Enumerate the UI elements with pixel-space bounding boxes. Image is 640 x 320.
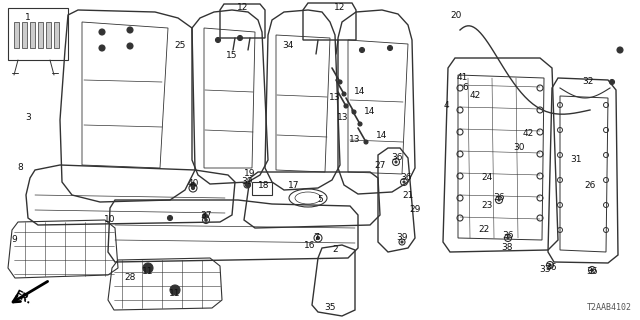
Text: 27: 27 xyxy=(374,161,386,170)
Text: 17: 17 xyxy=(288,180,300,189)
Circle shape xyxy=(202,213,207,219)
Polygon shape xyxy=(38,22,43,48)
Text: 42: 42 xyxy=(522,129,534,138)
Text: 41: 41 xyxy=(456,74,468,83)
Circle shape xyxy=(338,80,342,84)
Text: 30: 30 xyxy=(513,143,525,153)
Circle shape xyxy=(507,237,509,239)
Text: 36: 36 xyxy=(586,268,598,276)
Text: 39: 39 xyxy=(241,178,253,187)
Circle shape xyxy=(403,181,405,183)
Circle shape xyxy=(342,92,346,96)
Text: 40: 40 xyxy=(188,179,198,188)
Circle shape xyxy=(401,241,403,243)
Text: 12: 12 xyxy=(237,4,249,12)
Text: 13: 13 xyxy=(337,114,349,123)
Text: 29: 29 xyxy=(410,205,420,214)
Text: 32: 32 xyxy=(582,77,594,86)
Polygon shape xyxy=(46,22,51,48)
Text: 8: 8 xyxy=(17,164,23,172)
Text: 21: 21 xyxy=(403,190,413,199)
Text: 36: 36 xyxy=(502,230,514,239)
Polygon shape xyxy=(14,22,19,48)
Text: 14: 14 xyxy=(364,108,376,116)
Circle shape xyxy=(191,187,195,189)
Circle shape xyxy=(317,236,319,239)
Text: 16: 16 xyxy=(304,241,316,250)
Text: 15: 15 xyxy=(227,51,237,60)
Text: 28: 28 xyxy=(124,274,136,283)
Circle shape xyxy=(591,269,593,271)
Text: 19: 19 xyxy=(244,169,256,178)
Text: 2: 2 xyxy=(332,245,338,254)
Text: 14: 14 xyxy=(376,132,388,140)
Text: 10: 10 xyxy=(104,215,116,225)
Text: 42: 42 xyxy=(469,91,481,100)
Text: 36: 36 xyxy=(493,194,505,203)
Text: 9: 9 xyxy=(11,236,17,244)
Text: 11: 11 xyxy=(169,289,180,298)
Text: 1: 1 xyxy=(25,13,31,22)
Circle shape xyxy=(237,36,243,41)
Text: 37: 37 xyxy=(200,212,212,220)
Text: FR.: FR. xyxy=(12,289,32,307)
Text: 14: 14 xyxy=(355,87,365,97)
Polygon shape xyxy=(22,22,27,48)
Circle shape xyxy=(364,140,368,144)
Circle shape xyxy=(246,182,250,188)
Text: 7: 7 xyxy=(313,233,319,242)
Text: 31: 31 xyxy=(570,156,582,164)
Text: 13: 13 xyxy=(329,93,340,102)
Circle shape xyxy=(352,110,356,114)
Text: 25: 25 xyxy=(174,41,186,50)
Circle shape xyxy=(205,219,207,221)
Text: 36: 36 xyxy=(545,263,557,273)
Text: 36: 36 xyxy=(400,173,412,182)
Text: 22: 22 xyxy=(478,226,490,235)
Text: 20: 20 xyxy=(451,11,461,20)
Text: 33: 33 xyxy=(540,266,551,275)
Text: 39: 39 xyxy=(396,234,408,243)
Text: 38: 38 xyxy=(501,244,513,252)
Text: 13: 13 xyxy=(349,135,361,145)
Polygon shape xyxy=(54,22,59,48)
Circle shape xyxy=(549,264,551,266)
Circle shape xyxy=(246,184,248,186)
Text: T2AAB4102: T2AAB4102 xyxy=(587,303,632,312)
Circle shape xyxy=(498,199,500,201)
Text: 26: 26 xyxy=(584,180,596,189)
Circle shape xyxy=(127,43,133,49)
Circle shape xyxy=(609,79,614,84)
Text: 18: 18 xyxy=(259,180,269,189)
Text: 5: 5 xyxy=(317,196,323,204)
Text: 23: 23 xyxy=(481,201,493,210)
Circle shape xyxy=(387,45,392,51)
Text: 36: 36 xyxy=(391,154,403,163)
Circle shape xyxy=(168,215,173,220)
Circle shape xyxy=(617,47,623,53)
Text: 35: 35 xyxy=(324,303,336,313)
Text: 3: 3 xyxy=(25,114,31,123)
Circle shape xyxy=(170,285,180,295)
Circle shape xyxy=(216,37,221,43)
Text: 6: 6 xyxy=(462,84,468,92)
Circle shape xyxy=(99,29,105,35)
Text: 11: 11 xyxy=(142,268,154,276)
Polygon shape xyxy=(30,22,35,48)
Circle shape xyxy=(358,122,362,126)
Circle shape xyxy=(395,161,397,163)
Circle shape xyxy=(143,263,153,273)
Circle shape xyxy=(360,47,365,52)
Circle shape xyxy=(191,182,195,188)
Text: 24: 24 xyxy=(481,173,493,182)
Circle shape xyxy=(344,104,348,108)
Circle shape xyxy=(99,45,105,51)
Text: 12: 12 xyxy=(334,4,346,12)
Text: 4: 4 xyxy=(443,100,449,109)
Text: 34: 34 xyxy=(282,41,294,50)
Circle shape xyxy=(127,27,133,33)
